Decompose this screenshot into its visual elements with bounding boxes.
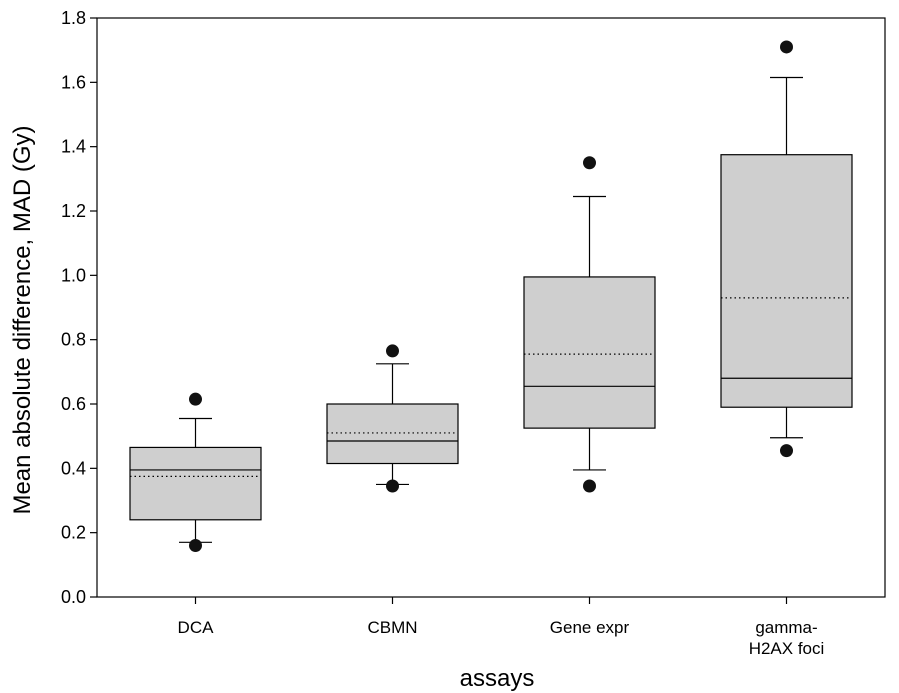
y-tick-label: 0.8 xyxy=(61,330,86,350)
y-tick-label: 1.2 xyxy=(61,201,86,221)
y-tick-label: 1.8 xyxy=(61,8,86,28)
outlier-point xyxy=(189,539,202,553)
outlier-point xyxy=(583,156,596,170)
y-tick-label: 0.0 xyxy=(61,587,86,607)
plot-frame xyxy=(96,17,886,598)
y-tick-label: 1.6 xyxy=(61,72,86,92)
box xyxy=(129,446,262,521)
y-tick-label: 0.4 xyxy=(61,458,86,478)
x-tick-label: Gene expr xyxy=(550,618,630,637)
box xyxy=(523,276,656,429)
outlier-point xyxy=(386,479,399,493)
x-tick-label: gamma- xyxy=(755,618,817,637)
outlier-point xyxy=(386,344,399,358)
box xyxy=(326,403,459,465)
x-tick-label: CBMN xyxy=(367,618,417,637)
plot-area: 0.0 0.2 0.4 0.6 0.8 1.0 1.2 1.4 1.6 1.8 DCA CBMN Gen… xyxy=(61,8,886,658)
y-tick-label: 1.4 xyxy=(61,137,86,157)
x-axis-title: assays xyxy=(460,665,535,692)
y-axis-title: Mean absolute difference, MAD (Gy) xyxy=(9,125,36,514)
box xyxy=(720,154,853,408)
y-tick-label: 0.2 xyxy=(61,523,86,543)
outlier-point xyxy=(189,392,202,406)
y-tick-label: 1.0 xyxy=(61,265,86,285)
outlier-point xyxy=(780,444,793,458)
x-tick-label: DCA xyxy=(178,618,215,637)
x-tick-label: H2AX foci xyxy=(749,639,825,658)
y-tick-label: 0.6 xyxy=(61,394,86,414)
outlier-point xyxy=(583,479,596,493)
outlier-point xyxy=(780,40,793,54)
